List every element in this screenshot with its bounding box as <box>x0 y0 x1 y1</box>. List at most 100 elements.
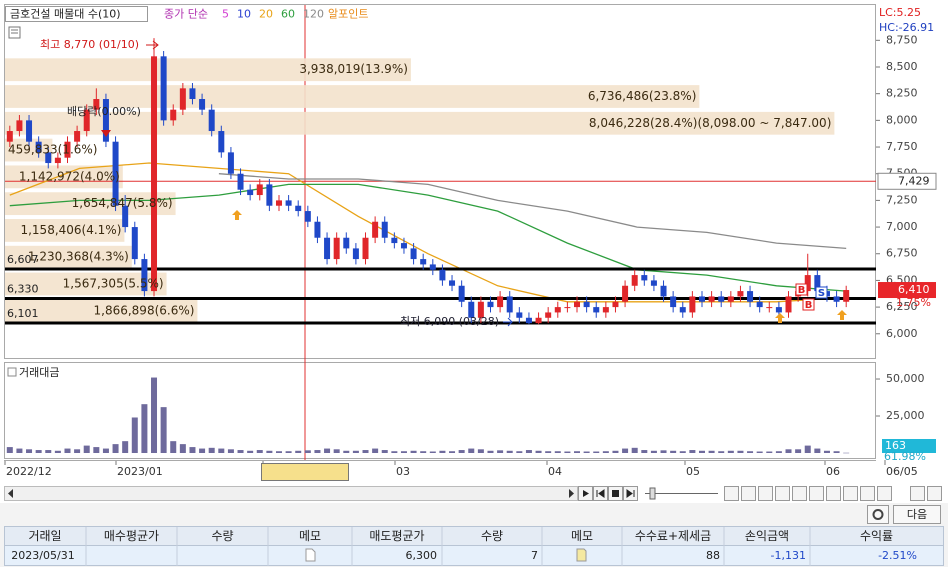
volume-bar <box>737 450 744 453</box>
volume-bar <box>554 451 561 453</box>
volume-profile-label: 3,938,019(13.9%) <box>299 62 408 76</box>
y-tick-label: 8,750 <box>886 33 918 46</box>
candle-body <box>545 312 552 318</box>
volume-bar <box>131 417 138 453</box>
button[interactable] <box>860 486 875 501</box>
x-tick-label: 06 <box>826 465 840 478</box>
chart-content: 8,7508,5008,2508,0007,7507,5007,2507,000… <box>4 33 937 478</box>
volume-bar <box>718 451 725 453</box>
candle-body <box>285 200 292 206</box>
y-tick-label: 6,000 <box>886 327 918 340</box>
legend-entry: 5 <box>222 8 229 21</box>
button[interactable] <box>809 486 824 501</box>
volume-bar <box>275 451 282 453</box>
volume-bar <box>420 451 427 453</box>
y-tick-label: 6,250 <box>886 300 918 313</box>
ma-line <box>9 162 847 303</box>
candle-body <box>343 237 350 249</box>
buy-label: B <box>798 285 806 296</box>
candle-body <box>74 131 81 142</box>
button[interactable] <box>877 486 892 501</box>
volume-bar <box>439 450 446 453</box>
volume-bar <box>795 449 802 453</box>
legend-entry: 20 <box>259 8 273 21</box>
dividend-note: 배당락(0.00%) <box>67 105 141 118</box>
x-tick-label: 2023/01 <box>117 465 163 478</box>
zoom-thumb[interactable] <box>649 487 656 500</box>
button[interactable] <box>792 486 807 501</box>
volume-profile-label: 8,046,228(28.4%)(8,098.00 ~ 7,847.00) <box>589 116 831 130</box>
candle-body <box>151 56 158 292</box>
volume-bar <box>564 451 571 453</box>
volume-profile-label: 1,567,305(5.5%) <box>63 276 164 290</box>
candle-body <box>352 248 359 260</box>
settings-button[interactable] <box>867 505 889 524</box>
volume-bar <box>170 441 177 453</box>
icon[interactable] <box>7 367 17 377</box>
scroll-right[interactable] <box>569 489 574 498</box>
candle-body <box>16 120 23 132</box>
reference-box <box>877 172 937 190</box>
scroll-left[interactable] <box>8 489 13 498</box>
next-button[interactable] <box>893 505 941 524</box>
scrollbar[interactable] <box>4 486 578 501</box>
volume-bar <box>6 447 13 453</box>
volume-bar <box>141 404 148 453</box>
volume-bar <box>756 451 763 453</box>
candle-body <box>727 296 734 302</box>
table-row[interactable] <box>4 545 944 566</box>
volume-profile-bar <box>5 165 123 189</box>
candle-body <box>83 109 90 132</box>
volume-bar <box>93 447 100 453</box>
sell-marker <box>815 286 828 299</box>
candle-body <box>756 301 763 308</box>
candle-body <box>737 291 744 297</box>
volume-bar <box>660 450 667 453</box>
x-tick-label: 03 <box>396 465 410 478</box>
volume-bar <box>151 377 158 453</box>
volume-profile-label: 1,654,847(5.8%) <box>72 196 173 210</box>
column-header: 수익률 <box>860 529 893 543</box>
price-box <box>878 282 936 299</box>
y-tick-label: 7,750 <box>886 140 918 153</box>
table-cell: 6,300 <box>406 549 438 562</box>
title-box[interactable] <box>5 6 148 22</box>
volume-bar <box>506 450 513 453</box>
button[interactable] <box>843 486 858 501</box>
candle-body <box>420 259 427 265</box>
volume-bar <box>247 450 254 453</box>
volume-bar <box>727 450 734 453</box>
volume-bar <box>698 450 705 453</box>
volume-profile-label: 459,833(1.6%) <box>8 143 97 157</box>
candle-body <box>525 317 532 324</box>
table-cell: 2023/05/31 <box>11 549 74 562</box>
memo-icon[interactable] <box>576 548 587 562</box>
button[interactable] <box>927 486 942 501</box>
memo-icon[interactable] <box>305 548 316 562</box>
x-tick-label: 2022/12 <box>6 465 52 478</box>
volume-bar <box>747 451 754 453</box>
button[interactable] <box>741 486 756 501</box>
high-note: 최고 8,770 (01/10) <box>40 38 139 51</box>
candle-body <box>199 99 206 110</box>
candle-body <box>660 285 667 297</box>
volume-profile-label: 1,142,972(4.0%) <box>19 169 120 183</box>
candle-body <box>372 221 379 238</box>
candle-body <box>6 131 13 142</box>
button[interactable] <box>826 486 841 501</box>
volume-bar <box>208 447 215 453</box>
volume-bar <box>122 441 129 453</box>
button[interactable] <box>775 486 790 501</box>
candle-body <box>160 56 167 121</box>
button[interactable] <box>758 486 773 501</box>
support-label: 6,330 <box>7 283 39 296</box>
candle-body <box>324 237 331 260</box>
candle-body <box>593 307 600 313</box>
title: 금호건설 매물대 수(10) <box>10 8 121 21</box>
candle-body <box>843 290 850 302</box>
candle-body <box>362 237 369 260</box>
candle-body <box>747 291 754 302</box>
low-arrow <box>503 317 513 327</box>
button[interactable] <box>910 486 925 501</box>
button[interactable] <box>724 486 739 501</box>
